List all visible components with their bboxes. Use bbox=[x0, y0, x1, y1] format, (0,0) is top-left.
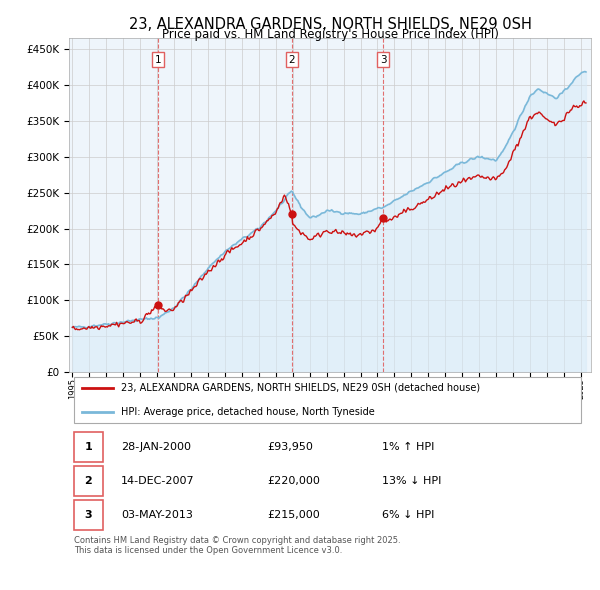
Text: 3: 3 bbox=[380, 55, 386, 65]
Text: 2: 2 bbox=[85, 476, 92, 486]
Text: 03-MAY-2013: 03-MAY-2013 bbox=[121, 510, 193, 520]
Text: 1: 1 bbox=[155, 55, 161, 65]
Text: £215,000: £215,000 bbox=[268, 510, 320, 520]
Text: 1: 1 bbox=[85, 442, 92, 452]
Text: HPI: Average price, detached house, North Tyneside: HPI: Average price, detached house, Nort… bbox=[121, 407, 375, 417]
Text: Contains HM Land Registry data © Crown copyright and database right 2025.
This d: Contains HM Land Registry data © Crown c… bbox=[74, 536, 401, 555]
FancyBboxPatch shape bbox=[74, 376, 581, 423]
Text: £220,000: £220,000 bbox=[268, 476, 320, 486]
Text: 13% ↓ HPI: 13% ↓ HPI bbox=[382, 476, 442, 486]
Text: £93,950: £93,950 bbox=[268, 442, 313, 452]
Text: Price paid vs. HM Land Registry's House Price Index (HPI): Price paid vs. HM Land Registry's House … bbox=[161, 28, 499, 41]
Text: 1% ↑ HPI: 1% ↑ HPI bbox=[382, 442, 434, 452]
Text: 23, ALEXANDRA GARDENS, NORTH SHIELDS, NE29 0SH: 23, ALEXANDRA GARDENS, NORTH SHIELDS, NE… bbox=[128, 17, 532, 31]
FancyBboxPatch shape bbox=[74, 500, 103, 530]
Text: 14-DEC-2007: 14-DEC-2007 bbox=[121, 476, 195, 486]
FancyBboxPatch shape bbox=[74, 466, 103, 496]
Text: 2: 2 bbox=[289, 55, 295, 65]
Text: 3: 3 bbox=[85, 510, 92, 520]
FancyBboxPatch shape bbox=[74, 432, 103, 462]
Text: 6% ↓ HPI: 6% ↓ HPI bbox=[382, 510, 434, 520]
Text: 28-JAN-2000: 28-JAN-2000 bbox=[121, 442, 191, 452]
Text: 23, ALEXANDRA GARDENS, NORTH SHIELDS, NE29 0SH (detached house): 23, ALEXANDRA GARDENS, NORTH SHIELDS, NE… bbox=[121, 383, 481, 393]
